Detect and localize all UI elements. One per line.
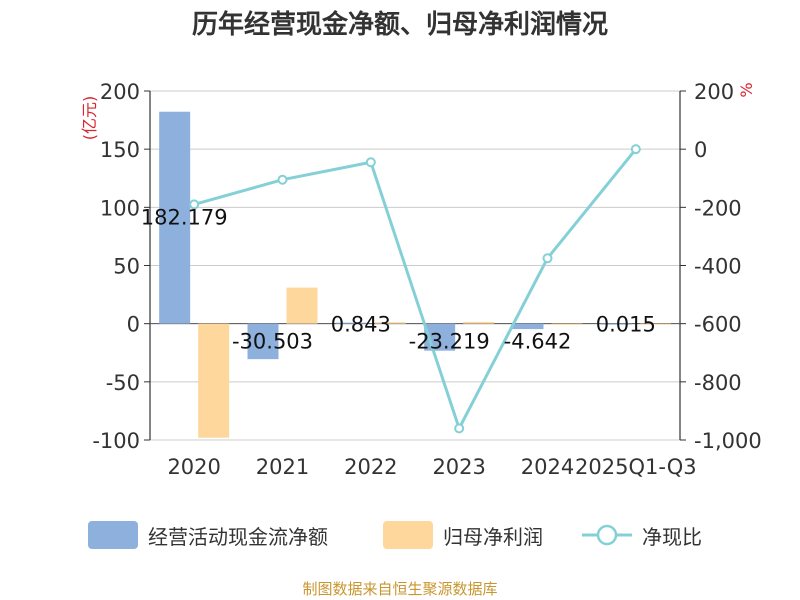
- ratio-line-path: [193, 148, 637, 433]
- ratio-point[interactable]: [277, 174, 288, 185]
- bar-profit[interactable]: [374, 322, 406, 324]
- grid-lines: [150, 90, 680, 441]
- y-right-tick-label: -1,000: [694, 429, 762, 453]
- x-tick-label: 2022: [344, 455, 397, 479]
- ratio-line: [189, 144, 641, 434]
- y-left-tick-label: -100: [92, 429, 140, 453]
- legend-item-cashflow[interactable]: 经营活动现金流净额: [88, 518, 328, 552]
- legend-label-cashflow: 经营活动现金流净额: [148, 524, 328, 549]
- y-right-axis-label: %: [737, 82, 756, 97]
- bar-profit[interactable]: [286, 287, 318, 324]
- y-left-tick-label: 50: [113, 255, 140, 279]
- bar-cashflow[interactable]: [335, 322, 367, 324]
- legend-swatch-profit: [383, 521, 433, 549]
- x-tick-label: 2024: [521, 455, 574, 479]
- bars: [159, 111, 671, 438]
- data-source-note: 制图数据来自恒生聚源数据库: [302, 580, 498, 598]
- y-left-tick-label: 200: [100, 80, 140, 104]
- ratio-point[interactable]: [630, 144, 641, 155]
- bar-cashflow[interactable]: [247, 323, 279, 360]
- x-tick-label: 2021: [256, 455, 309, 479]
- axes: -100 -50 0 50 100 150 200 -1,000 -800 -600 -400 -20…: [80, 80, 762, 479]
- bar-profit[interactable]: [639, 323, 671, 325]
- y-left-tick-label: -50: [106, 371, 140, 395]
- bar-profit[interactable]: [198, 323, 230, 438]
- data-label-cashflow: 0.843: [331, 313, 391, 337]
- y-left-tick-label: 100: [100, 196, 140, 220]
- legend-label-profit: 归母净利润: [443, 524, 543, 549]
- bar-cashflow[interactable]: [512, 323, 544, 330]
- y-right-tick-label: -800: [694, 371, 742, 395]
- legend-swatch-cashflow: [88, 521, 138, 549]
- y-right-tick-label: 0: [694, 138, 707, 162]
- y-right-tick-label: -400: [694, 255, 742, 279]
- bar-profit[interactable]: [463, 321, 495, 324]
- data-label-cashflow: 0.015: [596, 313, 656, 337]
- y-left-axis-label: (亿元): [80, 96, 99, 141]
- chart-title: 历年经营现金净额、归母净利润情况: [191, 10, 608, 40]
- x-tick-label: 2025Q1-Q3: [575, 455, 697, 479]
- data-labels: 182.179 -30.503 0.843 -23.219 -4.642 0.015: [141, 206, 656, 354]
- bar-profit[interactable]: [551, 323, 583, 325]
- y-left-tick-label: 150: [100, 138, 140, 162]
- ratio-point[interactable]: [454, 423, 465, 434]
- bar-cashflow[interactable]: [159, 111, 191, 324]
- y-right-tick-label: -600: [694, 313, 742, 337]
- x-tick-label: 2020: [167, 455, 220, 479]
- legend-swatch-ratio: [582, 521, 632, 549]
- y-left-tick-label: 0: [127, 313, 140, 337]
- data-label-cashflow: -4.642: [504, 330, 572, 354]
- ratio-point[interactable]: [365, 157, 376, 168]
- y-right-tick-label: 200: [694, 80, 734, 104]
- ratio-point[interactable]: [542, 253, 553, 264]
- legend-label-ratio: 净现比: [642, 524, 702, 549]
- bar-cashflow[interactable]: [600, 323, 632, 325]
- ratio-point[interactable]: [189, 199, 200, 210]
- legend-item-profit[interactable]: 归母净利润: [383, 518, 543, 552]
- y-right-tick-label: -200: [694, 196, 742, 220]
- data-label-cashflow: -23.219: [409, 330, 490, 354]
- data-label-cashflow: -30.503: [232, 330, 313, 354]
- data-label-cashflow: 182.179: [141, 206, 228, 230]
- x-tick-label: 2023: [432, 455, 485, 479]
- legend-item-ratio[interactable]: 净现比: [582, 518, 702, 552]
